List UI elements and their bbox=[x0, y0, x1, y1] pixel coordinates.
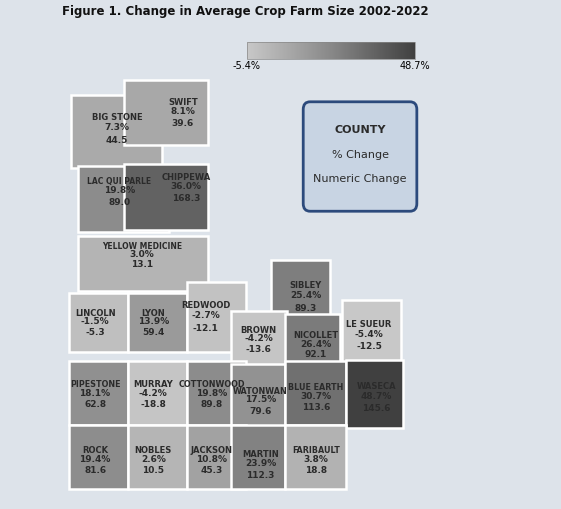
Text: 8.1%: 8.1% bbox=[171, 107, 195, 116]
Text: 2.6%: 2.6% bbox=[141, 455, 165, 464]
FancyBboxPatch shape bbox=[304, 102, 417, 211]
Text: LYON: LYON bbox=[141, 309, 165, 318]
Text: LINCOLN: LINCOLN bbox=[75, 309, 116, 318]
Bar bbox=[69, 361, 128, 425]
Text: 17.5%: 17.5% bbox=[245, 395, 276, 405]
Text: 19.4%: 19.4% bbox=[80, 455, 111, 464]
Text: BLUE EARTH: BLUE EARTH bbox=[288, 383, 344, 392]
Text: 39.6: 39.6 bbox=[172, 119, 194, 128]
Bar bbox=[231, 312, 287, 371]
Text: MARTIN: MARTIN bbox=[242, 450, 279, 459]
Text: CHIPPEWA: CHIPPEWA bbox=[162, 173, 210, 182]
Text: -1.5%: -1.5% bbox=[81, 317, 109, 326]
Text: 19.8%: 19.8% bbox=[104, 186, 135, 195]
Text: WATONWAN: WATONWAN bbox=[233, 386, 288, 395]
Text: WASECA: WASECA bbox=[357, 382, 396, 391]
Bar bbox=[342, 300, 401, 371]
Text: MURRAY: MURRAY bbox=[134, 380, 173, 389]
Text: COUNTY: COUNTY bbox=[334, 125, 386, 135]
Text: -18.8: -18.8 bbox=[140, 400, 166, 409]
Bar bbox=[346, 360, 403, 428]
Text: -5.4%: -5.4% bbox=[355, 329, 384, 338]
Bar bbox=[285, 314, 339, 373]
Text: 89.0: 89.0 bbox=[108, 198, 130, 207]
Text: 18.1%: 18.1% bbox=[80, 388, 111, 398]
Bar bbox=[79, 166, 169, 232]
Text: -4.2%: -4.2% bbox=[139, 388, 168, 398]
Text: LE SUEUR: LE SUEUR bbox=[347, 320, 392, 329]
Text: 3.0%: 3.0% bbox=[130, 250, 154, 259]
Text: ROCK: ROCK bbox=[82, 445, 108, 455]
Text: 79.6: 79.6 bbox=[249, 407, 272, 416]
Text: Figure 1. Change in Average Crop Farm Size 2002-2022: Figure 1. Change in Average Crop Farm Si… bbox=[62, 5, 429, 18]
Text: 26.4%: 26.4% bbox=[300, 340, 332, 349]
Text: 13.1: 13.1 bbox=[131, 260, 153, 269]
Text: YELLOW MEDICINE: YELLOW MEDICINE bbox=[102, 242, 182, 251]
Text: 19.8%: 19.8% bbox=[196, 388, 227, 398]
Bar bbox=[187, 425, 246, 489]
Bar bbox=[128, 293, 187, 352]
Text: 89.3: 89.3 bbox=[295, 303, 316, 313]
Text: 59.4: 59.4 bbox=[142, 328, 164, 337]
Bar bbox=[187, 282, 246, 352]
Text: 145.6: 145.6 bbox=[362, 404, 390, 413]
Text: NICOLLET: NICOLLET bbox=[293, 331, 338, 340]
Text: 168.3: 168.3 bbox=[172, 194, 200, 203]
Text: 10.5: 10.5 bbox=[142, 466, 164, 475]
Text: BROWN: BROWN bbox=[241, 326, 277, 335]
Text: COTTONWOOD: COTTONWOOD bbox=[178, 380, 245, 389]
Text: 45.3: 45.3 bbox=[200, 466, 223, 475]
Text: 62.8: 62.8 bbox=[84, 400, 106, 409]
Text: 92.1: 92.1 bbox=[305, 350, 327, 359]
Bar bbox=[69, 293, 128, 352]
Bar bbox=[187, 361, 246, 425]
Bar bbox=[128, 425, 187, 489]
Text: BIG STONE: BIG STONE bbox=[91, 112, 142, 122]
Text: 23.9%: 23.9% bbox=[245, 459, 276, 468]
Text: 81.6: 81.6 bbox=[84, 466, 106, 475]
Text: 7.3%: 7.3% bbox=[104, 123, 130, 132]
Bar bbox=[128, 361, 187, 425]
Text: LAC QUI PARLE: LAC QUI PARLE bbox=[87, 177, 151, 186]
Bar bbox=[272, 261, 330, 331]
Bar bbox=[124, 163, 208, 230]
Text: -4.2%: -4.2% bbox=[244, 334, 273, 343]
Text: SIBLEY: SIBLEY bbox=[289, 281, 321, 290]
Text: Numeric Change: Numeric Change bbox=[313, 174, 407, 184]
Bar bbox=[231, 425, 285, 489]
Text: JACKSON: JACKSON bbox=[190, 445, 232, 455]
Text: 13.9%: 13.9% bbox=[137, 317, 169, 326]
Text: 48.7%: 48.7% bbox=[361, 392, 392, 401]
Text: 89.8: 89.8 bbox=[200, 400, 223, 409]
Text: FARIBAULT: FARIBAULT bbox=[292, 445, 340, 455]
Bar bbox=[124, 79, 208, 146]
Bar bbox=[285, 425, 346, 489]
Text: % Change: % Change bbox=[332, 150, 389, 160]
Bar bbox=[69, 425, 128, 489]
Text: 36.0%: 36.0% bbox=[171, 182, 201, 191]
Text: REDWOOD: REDWOOD bbox=[181, 301, 230, 310]
Text: -12.1: -12.1 bbox=[192, 324, 218, 332]
Text: 44.5: 44.5 bbox=[105, 136, 128, 145]
Text: -5.3: -5.3 bbox=[85, 328, 105, 337]
Bar bbox=[285, 361, 346, 425]
Bar bbox=[231, 363, 285, 427]
Text: 25.4%: 25.4% bbox=[290, 291, 321, 300]
Text: SWIFT: SWIFT bbox=[168, 98, 197, 106]
Text: -12.5: -12.5 bbox=[356, 342, 382, 351]
Text: 30.7%: 30.7% bbox=[300, 392, 332, 401]
Text: -2.7%: -2.7% bbox=[191, 311, 220, 320]
Text: -13.6: -13.6 bbox=[246, 345, 272, 354]
Bar bbox=[71, 96, 162, 168]
Text: PIPESTONE: PIPESTONE bbox=[70, 380, 120, 389]
Text: NOBLES: NOBLES bbox=[135, 445, 172, 455]
Text: 18.8: 18.8 bbox=[305, 466, 327, 475]
Text: 3.8%: 3.8% bbox=[304, 455, 328, 464]
Bar bbox=[79, 236, 208, 291]
Text: 113.6: 113.6 bbox=[302, 403, 330, 412]
Text: 10.8%: 10.8% bbox=[196, 455, 227, 464]
Text: 112.3: 112.3 bbox=[246, 470, 275, 479]
